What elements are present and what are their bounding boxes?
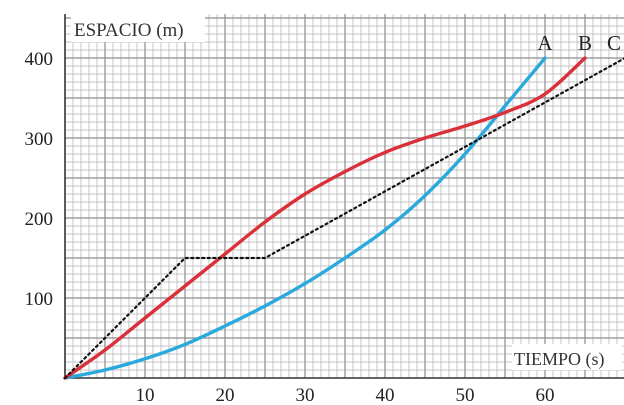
tick-labels: 10 20 30 40 50 60 100 200 300 400	[25, 49, 555, 405]
x-tick-label: 40	[376, 385, 395, 405]
series-line-c	[63, 57, 624, 380]
y-axis-title: ESPACIO (m)	[74, 20, 184, 41]
grid-major	[65, 14, 624, 378]
x-axis-title: TIEMPO (s)	[514, 349, 605, 370]
series-layer	[63, 56, 624, 380]
y-tick-label: 400	[25, 49, 54, 70]
x-tick-label: 30	[296, 385, 315, 405]
series-label-b: B	[578, 31, 592, 55]
axes	[64, 14, 624, 379]
series-line-b	[63, 56, 587, 380]
y-tick-label: 100	[25, 289, 54, 310]
series-line-a	[63, 56, 547, 380]
x-tick-label: 60	[536, 385, 555, 405]
y-tick-label: 300	[25, 129, 54, 150]
x-tick-label: 50	[456, 385, 475, 405]
y-axis-title-bg	[71, 14, 205, 42]
y-tick-label: 200	[25, 209, 54, 230]
x-axis-title-bg	[512, 344, 622, 370]
series-label-a: A	[537, 31, 553, 55]
x-tick-label: 20	[216, 385, 235, 405]
series-label-c: C	[607, 31, 621, 55]
x-tick-label: 10	[136, 385, 155, 405]
axis-titles: ESPACIO (m) TIEMPO (s)	[71, 14, 622, 370]
